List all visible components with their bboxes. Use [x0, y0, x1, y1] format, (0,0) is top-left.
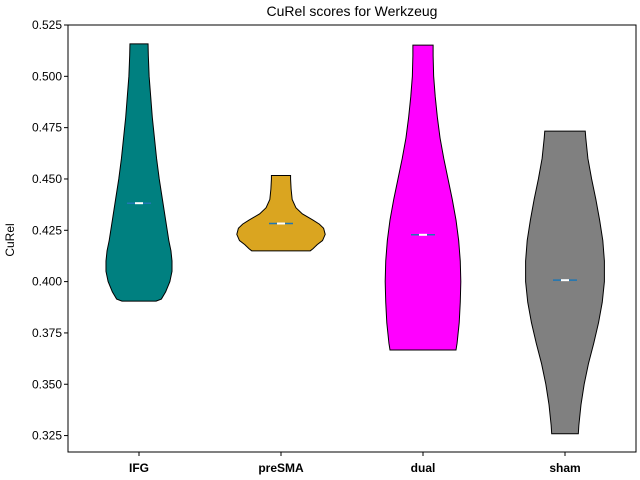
y-axis-label: CuRel	[3, 223, 17, 256]
violin-body-preSMA	[236, 174, 326, 252]
plot-area: 0.325 0.350 0.375 0.400 0.425 0.450 0.475 0.500…	[32, 18, 605, 475]
y-tick-label: 0.450	[32, 172, 62, 186]
y-tick-label: 0.325	[32, 429, 62, 443]
violin-body-dual	[384, 44, 462, 351]
y-tick-label: 0.350	[32, 377, 62, 391]
chart-title: CuRel scores for Werkzeug	[267, 3, 438, 19]
y-tick-label: 0.400	[32, 275, 62, 289]
x-tick-label: sham	[549, 461, 580, 475]
x-tick-label: dual	[411, 461, 436, 475]
violin-body-IFG	[105, 43, 173, 302]
violin-body-sham	[525, 130, 605, 435]
y-tick-label: 0.525	[32, 18, 62, 32]
y-tick-label: 0.500	[32, 69, 62, 83]
plot-frame	[67, 24, 637, 453]
x-tick-label: preSMA	[258, 461, 304, 475]
y-tick-label: 0.375	[32, 326, 62, 340]
y-tick-label: 0.475	[32, 121, 62, 135]
y-tick-label: 0.425	[32, 223, 62, 237]
x-tick-label: IFG	[129, 461, 149, 475]
